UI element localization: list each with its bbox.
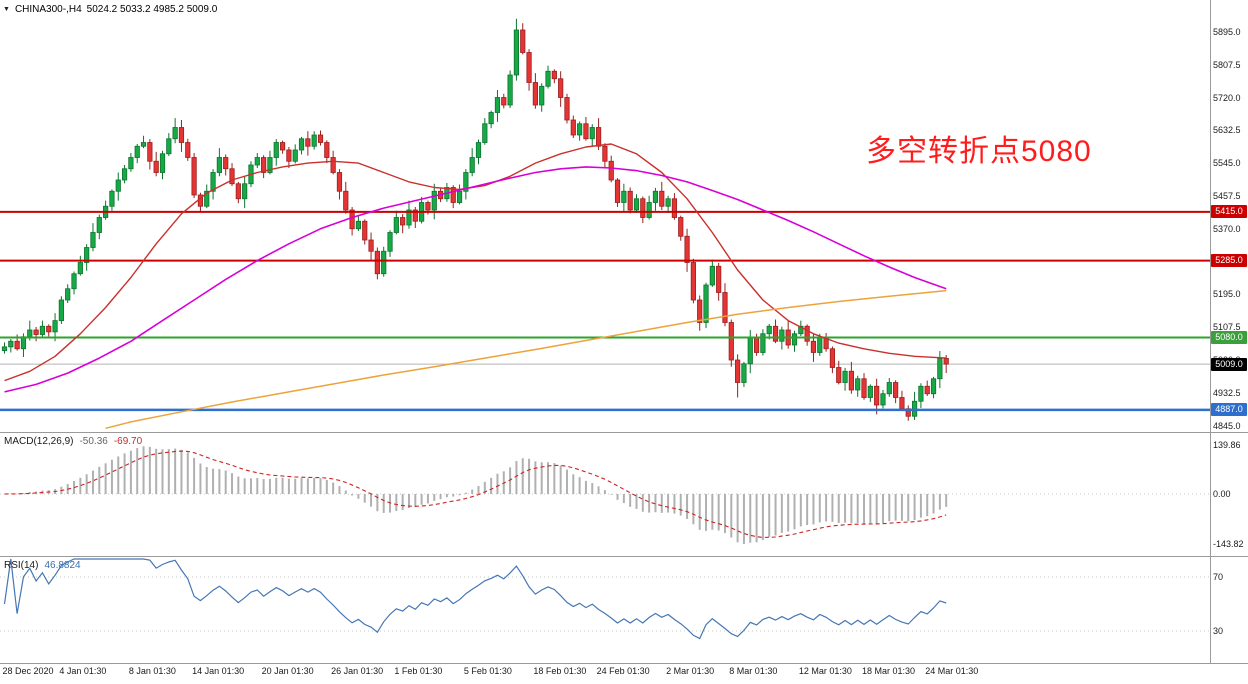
date-label: 20 Jan 01:30 bbox=[261, 666, 314, 676]
price-annotation-text: 多空转折点5080 bbox=[866, 135, 1092, 168]
price-tick: 4845.0 bbox=[1213, 420, 1241, 431]
rsi-line bbox=[3, 558, 947, 640]
candles-group bbox=[1, 18, 949, 421]
date-label: 24 Mar 01:30 bbox=[925, 666, 979, 676]
macd-signal-line bbox=[4, 450, 947, 538]
date-label: 4 Jan 01:30 bbox=[59, 666, 107, 676]
price-label-5080.0: 5080.0 bbox=[1211, 331, 1247, 344]
price-label-5415.0: 5415.0 bbox=[1211, 205, 1247, 219]
time-axis[interactable]: 28 Dec 2020 4 Jan 01:30 8 Jan 01:30 14 Jan … bbox=[0, 666, 1210, 682]
price-tick: 4932.5 bbox=[1213, 387, 1241, 398]
date-label: 2 Mar 01:30 bbox=[666, 666, 715, 676]
price-tick: 5457.5 bbox=[1213, 190, 1241, 201]
ma-magenta-line bbox=[4, 166, 947, 393]
macd-scale-label: -143.82 bbox=[1213, 539, 1244, 549]
price-label-5009.0: 5009.0 bbox=[1211, 357, 1247, 371]
macd-value-main: -50.36 bbox=[79, 436, 108, 447]
date-label: 1 Feb 01:30 bbox=[394, 666, 443, 676]
ohlc-values: 5024.2 5033.2 4985.2 5009.0 bbox=[86, 4, 218, 15]
rsi-panel-label: RSI(14) 46.8824 bbox=[4, 560, 81, 571]
date-label: 8 Mar 01:30 bbox=[729, 666, 778, 676]
price-label-5285.0: 5285.0 bbox=[1211, 254, 1247, 268]
rsi-scale-label: 70 bbox=[1213, 572, 1224, 582]
rsi-value: 46.8824 bbox=[44, 560, 81, 571]
price-tick: 5545.0 bbox=[1213, 158, 1241, 169]
price-tick: 5720.0 bbox=[1213, 92, 1241, 103]
date-label: 14 Jan 01:30 bbox=[192, 666, 245, 676]
macd-panel-label: MACD(12,26,9) -50.36 -69.70 bbox=[4, 436, 142, 447]
collapse-icon[interactable]: ▼ bbox=[3, 6, 10, 13]
date-label: 12 Mar 01:30 bbox=[798, 666, 852, 676]
price-tick: 5195.0 bbox=[1213, 289, 1241, 300]
macd-scale-label: 139.86 bbox=[1213, 440, 1241, 451]
ma-red-line bbox=[4, 143, 947, 382]
date-label: 5 Feb 01:30 bbox=[463, 666, 512, 676]
ma-orange-line bbox=[105, 289, 947, 430]
price-tick: 5895.0 bbox=[1213, 26, 1241, 37]
price-label-4887.0: 4887.0 bbox=[1211, 403, 1247, 417]
date-label: 24 Feb 01:30 bbox=[596, 666, 650, 676]
date-label: 8 Jan 01:30 bbox=[128, 666, 176, 676]
macd-histogram bbox=[9, 446, 948, 544]
symbol-title-bar: ▼ CHINA300-,H4 5024.2 5033.2 4985.2 5009… bbox=[3, 4, 217, 15]
rsi-label-text: RSI(14) bbox=[4, 560, 39, 571]
date-label: 18 Mar 01:30 bbox=[862, 666, 916, 676]
price-tick: 5632.5 bbox=[1213, 125, 1241, 136]
date-label: 26 Jan 01:30 bbox=[331, 666, 384, 676]
symbol-label: CHINA300-,H4 bbox=[14, 4, 82, 15]
price-scale[interactable]: 5895.0 5807.5 5720.0 5632.5 5545.0 5457.5 5370… bbox=[1210, 0, 1248, 663]
macd-label-text: MACD(12,26,9) bbox=[4, 436, 74, 447]
macd-scale-label: 0.00 bbox=[1213, 489, 1231, 499]
date-label: 18 Feb 01:30 bbox=[533, 666, 587, 676]
date-label: 28 Dec 2020 bbox=[2, 666, 54, 676]
price-tick: 5107.5 bbox=[1213, 322, 1241, 333]
macd-value-signal: -69.70 bbox=[113, 436, 143, 447]
rsi-scale-label: 30 bbox=[1213, 626, 1224, 636]
price-tick: 5370.0 bbox=[1213, 223, 1241, 234]
price-tick: 5807.5 bbox=[1213, 59, 1241, 70]
